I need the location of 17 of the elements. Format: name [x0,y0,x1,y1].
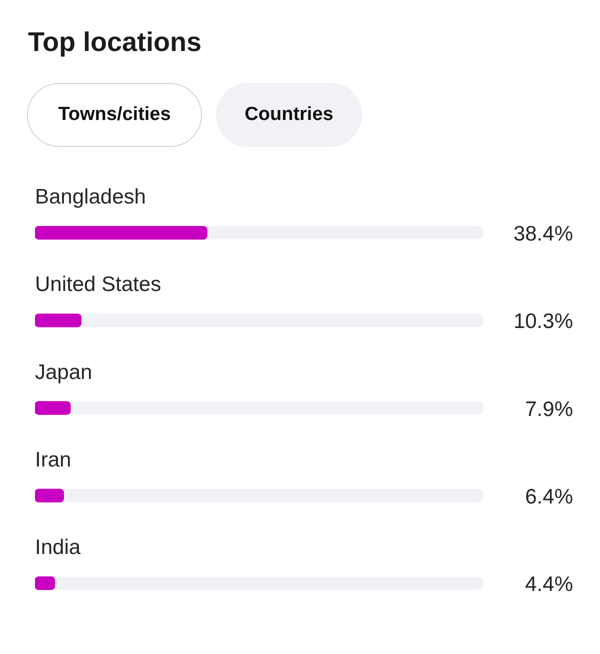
y-tick-label: United States [35,273,162,296]
y-tick-label: Iran [35,448,72,472]
data-label: 10.3% [513,310,573,334]
data-label: 7.9% [525,398,573,421]
data-label: 4.4% [525,572,573,596]
text: Countries [244,104,334,126]
text: Towns/cities [58,104,171,126]
y-tick-label: India [35,536,81,559]
data-label: 38.4% [513,222,573,246]
y-tick-label: Japan [35,360,92,384]
bar [35,576,56,590]
bar [35,314,82,328]
bar [35,488,64,502]
y-tick-label: Bangladesh [35,186,146,209]
data-label: 6.4% [525,485,573,508]
chart-title: Top locations [28,26,202,59]
bar [35,401,71,415]
